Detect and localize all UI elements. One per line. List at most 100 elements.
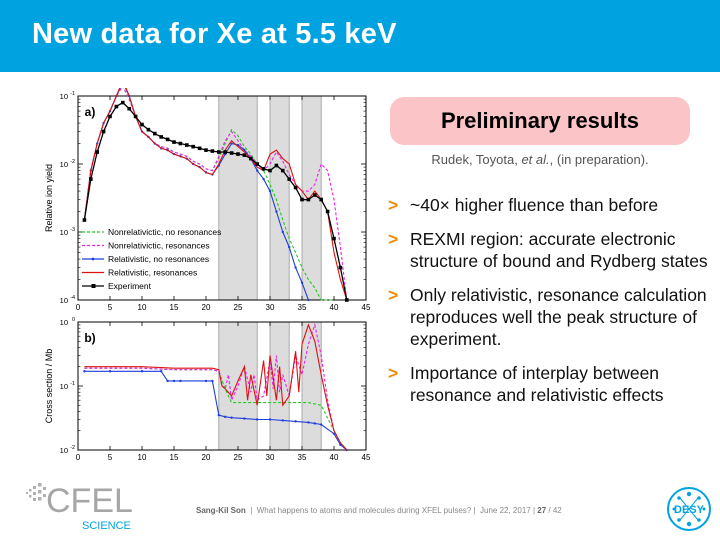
bullet-marker: >: [388, 195, 399, 215]
bullet-marker: >: [388, 229, 399, 249]
x-tick-label: 0: [76, 453, 81, 462]
data-point: [332, 432, 336, 435]
x-tick-label: 5: [108, 303, 113, 312]
shaded-region: [218, 321, 258, 451]
data-point: [140, 370, 144, 373]
cfel-logo-text: CFEL: [46, 482, 133, 520]
bullet-text: Only relativistic, resonance calculation…: [410, 285, 707, 349]
cfel-logo-science: SCIENCE: [82, 520, 131, 532]
citation-rest: , (in preparation).: [549, 152, 649, 167]
data-point: [83, 370, 86, 373]
data-point: [153, 131, 157, 136]
data-point: [243, 148, 246, 152]
footer-text: Sang-Kil Son | What happens to atoms and…: [196, 506, 562, 515]
x-tick-label: 0: [76, 303, 81, 312]
x-tick-label: 20: [202, 453, 211, 462]
preliminary-results-label: Preliminary results: [440, 108, 640, 133]
x-tick-label: 5: [108, 453, 113, 462]
data-point: [268, 168, 272, 173]
data-point: [256, 169, 259, 172]
data-point: [294, 420, 297, 423]
desy-logo: DESY: [667, 487, 711, 531]
data-point: [172, 140, 176, 144]
desy-logo-text: DESY: [674, 504, 705, 516]
data-point: [121, 100, 125, 105]
data-point: [300, 197, 304, 202]
legend-label: Nonrelativictic, no resonances: [108, 227, 221, 237]
y-axis-label: Relative ion yield: [44, 164, 54, 232]
data-point: [108, 114, 112, 119]
data-point: [249, 156, 253, 161]
series-line: [83, 88, 348, 301]
footer-total: / 42: [548, 506, 562, 515]
data-point: [95, 150, 99, 154]
data-point: [338, 265, 343, 270]
data-point: [230, 416, 233, 419]
data-point: [307, 298, 310, 302]
y-tick-label: 10: [60, 92, 68, 101]
data-point: [320, 423, 323, 426]
data-point: [217, 150, 221, 154]
data-point: [179, 379, 182, 383]
data-point: [211, 379, 214, 383]
data-point: [178, 141, 183, 146]
data-point: [108, 370, 112, 373]
y-tick-label: 10: [60, 318, 68, 327]
data-point: [114, 104, 119, 109]
y-tick-label: 10: [60, 228, 68, 237]
y-tick-exponent: -2: [70, 445, 75, 451]
x-tick-label: 20: [202, 303, 211, 312]
data-point: [166, 379, 169, 383]
citation: Rudek, Toyota, et al., (in preparation).: [390, 152, 690, 167]
data-point: [332, 236, 336, 241]
citation-etal: et al.: [521, 152, 550, 167]
legend-marker: [91, 257, 95, 261]
series-line: [84, 323, 348, 451]
data-point: [306, 197, 311, 202]
y-tick-exponent: 0: [72, 317, 75, 323]
data-point: [319, 197, 323, 202]
series-line: [84, 367, 348, 451]
bullet-text: REXMI region: accurate electronic struct…: [410, 229, 708, 271]
data-point: [281, 230, 284, 234]
data-point: [204, 148, 208, 152]
data-point: [160, 370, 163, 373]
x-tick-label: 15: [170, 453, 179, 462]
bullet-list: > ~40× higher fluence than before > REXMI …: [388, 194, 718, 418]
data-point: [307, 421, 310, 424]
data-point: [210, 149, 215, 153]
data-point: [274, 163, 279, 168]
y-tick-exponent: -3: [70, 227, 75, 233]
data-point: [281, 419, 284, 422]
data-point: [165, 137, 170, 142]
data-point: [185, 143, 189, 147]
x-tick-label: 40: [330, 303, 339, 312]
panel-label: a): [85, 105, 96, 119]
data-point: [82, 218, 87, 222]
y-tick-exponent: -1: [70, 91, 75, 97]
series-line: [84, 322, 348, 451]
y-tick-exponent: -4: [70, 295, 75, 301]
bullet-item: > REXMI region: accurate electronic struc…: [388, 228, 718, 272]
data-point: [325, 209, 330, 214]
data-point: [89, 177, 93, 181]
data-point: [230, 142, 233, 145]
preliminary-results-box: Preliminary results: [390, 97, 690, 145]
legend-marker: [91, 284, 96, 288]
y-tick-label: 10: [60, 446, 68, 455]
data-point: [140, 122, 144, 127]
legend-label: Experiment: [108, 281, 152, 291]
data-point: [242, 153, 247, 157]
footer-talk: What happens to atoms and molecules duri…: [256, 506, 472, 515]
cfel-logo: CFEL SCIENCE: [26, 482, 133, 532]
panel-label: b): [84, 331, 95, 345]
bullet-text: Importance of interplay between resonanc…: [410, 363, 664, 405]
data-point: [255, 162, 259, 166]
data-point: [268, 189, 272, 193]
x-tick-label: 15: [170, 303, 179, 312]
shaded-region: [218, 95, 258, 301]
bullet-item: > ~40× higher fluence than before: [388, 194, 718, 216]
x-tick-label: 10: [138, 303, 147, 312]
bullet-marker: >: [388, 285, 399, 305]
